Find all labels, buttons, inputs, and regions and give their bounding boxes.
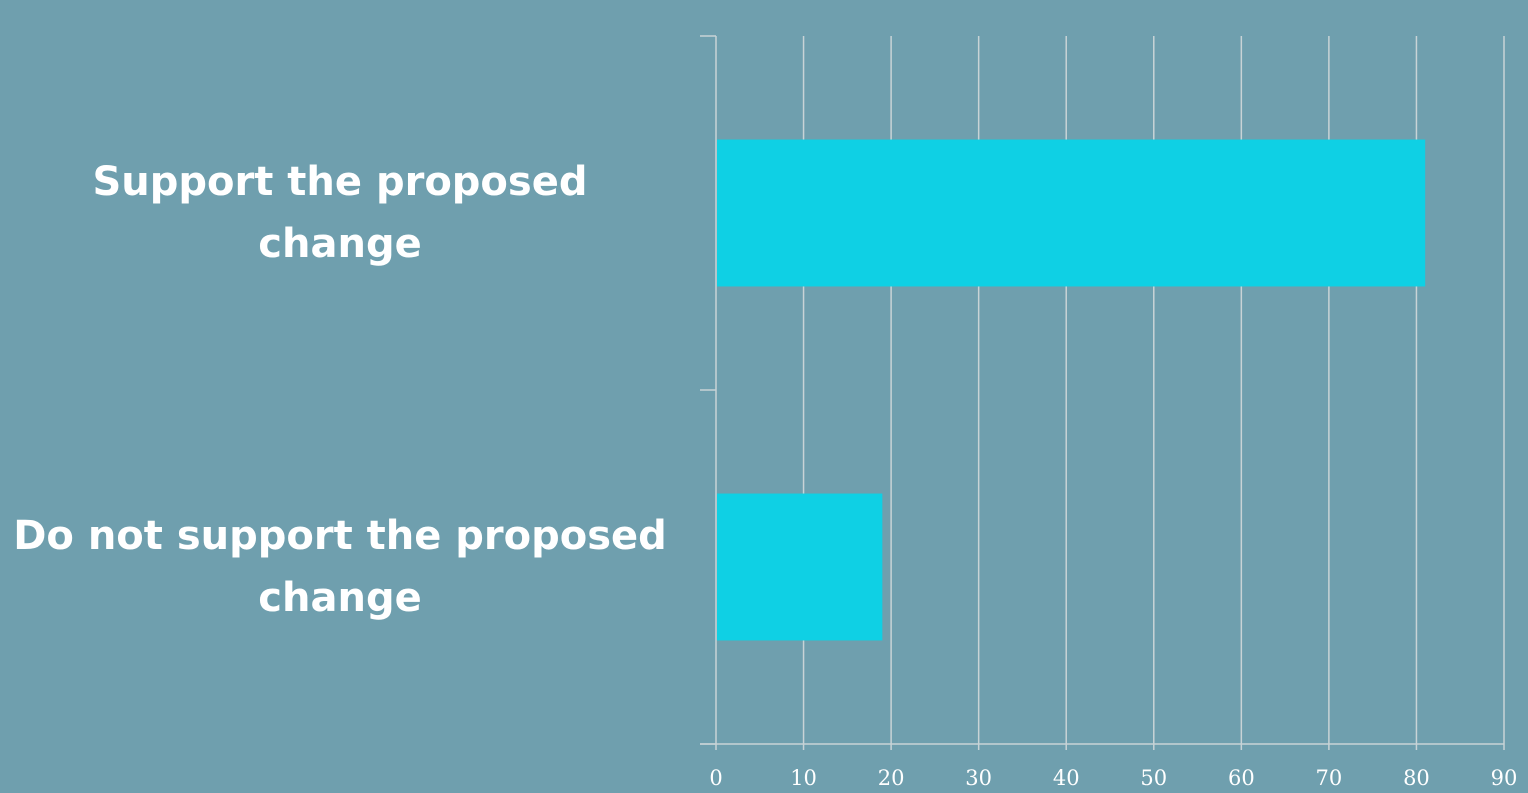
x-tick-label-60: 60 [1228, 766, 1255, 790]
x-tick-label-30: 30 [965, 766, 992, 790]
x-tick-label-70: 70 [1316, 766, 1343, 790]
x-tick-label-10: 10 [790, 766, 817, 790]
category-label-1: Do not support the proposed change [13, 513, 667, 621]
category-label-0: Support the proposed change [92, 159, 588, 267]
bar-1 [717, 493, 883, 641]
bar-0 [717, 139, 1426, 287]
x-tick-label-0: 0 [709, 766, 722, 790]
x-tick-label-90: 90 [1491, 766, 1518, 790]
x-tick-label-20: 20 [878, 766, 905, 790]
x-tick-label-40: 40 [1053, 766, 1080, 790]
x-tick-label-50: 50 [1140, 766, 1167, 790]
x-tick-label-80: 80 [1403, 766, 1430, 790]
